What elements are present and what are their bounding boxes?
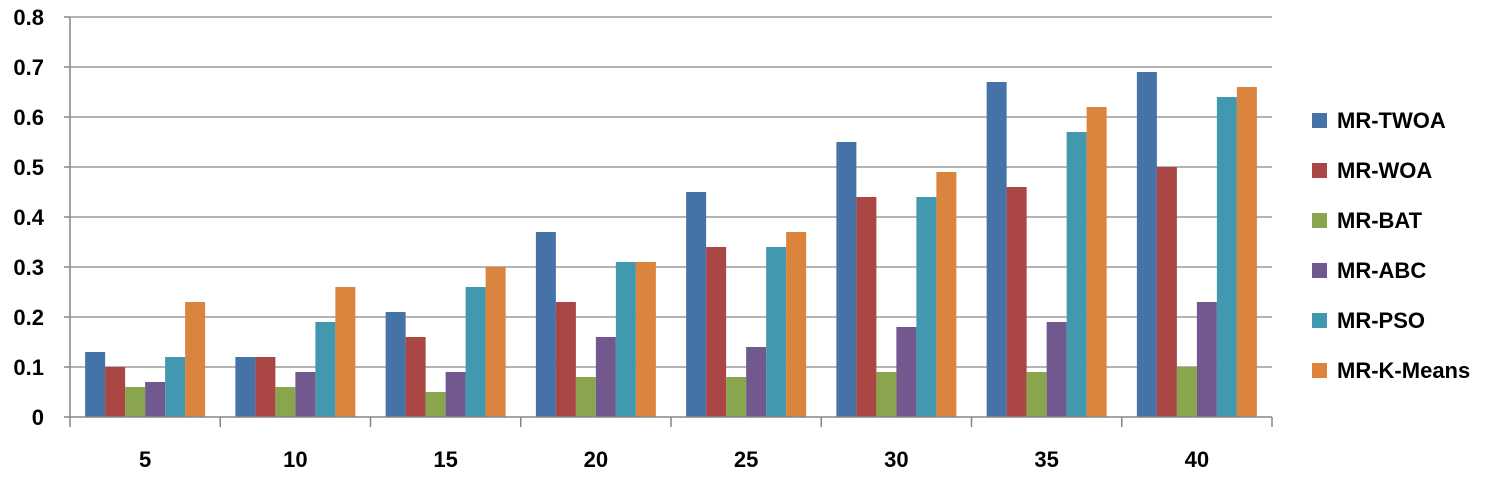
bar-mr-abc-10 xyxy=(295,372,316,417)
bar-mr-woa-10 xyxy=(255,357,276,417)
bar-mr-woa-30 xyxy=(856,197,877,417)
legend-swatch xyxy=(1312,163,1327,178)
bar-mr-woa-35 xyxy=(1006,187,1027,417)
bar-mr-abc-5 xyxy=(145,382,166,417)
bar-mr-twoa-40 xyxy=(1136,72,1157,417)
bar-mr-k-means-40 xyxy=(1236,87,1257,417)
bar-mr-abc-30 xyxy=(896,327,917,417)
y-tick-labels: 0 0.1 0.2 0.3 0.4 0.5 0.6 0.7 0.8 xyxy=(13,5,44,430)
legend-swatch xyxy=(1312,113,1327,128)
x-tick-label: 5 xyxy=(139,447,151,472)
y-tick-label: 0.4 xyxy=(13,205,44,230)
bar-mr-woa-15 xyxy=(405,337,426,417)
bar-mr-pso-35 xyxy=(1066,132,1087,417)
bar-mr-abc-20 xyxy=(595,337,616,417)
bar-mr-woa-20 xyxy=(555,302,576,417)
bar-mr-bat-30 xyxy=(876,372,897,417)
legend: MR-TWOA MR-WOA MR-BAT MR-ABC MR-PSO MR-K-Mean… xyxy=(1312,108,1470,383)
legend-label: MR-PSO xyxy=(1337,308,1425,333)
bar-mr-twoa-10 xyxy=(235,357,256,417)
bar-mr-twoa-5 xyxy=(85,352,106,417)
bar-mr-bat-10 xyxy=(275,387,296,417)
bar-mr-twoa-15 xyxy=(385,312,406,417)
bar-mr-pso-15 xyxy=(465,287,486,417)
bar-mr-k-means-30 xyxy=(936,172,957,417)
bar-mr-pso-20 xyxy=(615,262,636,417)
y-tick-label: 0.1 xyxy=(13,355,44,380)
bars xyxy=(85,72,1257,417)
bar-mr-twoa-30 xyxy=(836,142,857,417)
y-tick-label: 0.8 xyxy=(13,5,44,30)
bar-mr-k-means-20 xyxy=(635,262,656,417)
bar-mr-bat-5 xyxy=(125,387,146,417)
bar-mr-bat-25 xyxy=(726,377,747,417)
bar-mr-twoa-20 xyxy=(535,232,556,417)
x-tick-label: 40 xyxy=(1185,447,1209,472)
y-tick-label: 0.3 xyxy=(13,255,44,280)
legend-label: MR-ABC xyxy=(1337,258,1426,283)
y-tick-label: 0.5 xyxy=(13,155,44,180)
bar-mr-abc-40 xyxy=(1196,302,1217,417)
bar-mr-k-means-35 xyxy=(1086,107,1107,417)
x-tick-label: 25 xyxy=(734,447,758,472)
legend-label: MR-BAT xyxy=(1337,208,1423,233)
bar-mr-k-means-10 xyxy=(335,287,356,417)
bar-mr-bat-15 xyxy=(425,392,446,417)
legend-label: MR-TWOA xyxy=(1337,108,1446,133)
x-tick-label: 35 xyxy=(1034,447,1058,472)
bar-mr-pso-25 xyxy=(766,247,787,417)
bar-mr-woa-40 xyxy=(1156,167,1177,417)
y-tick-label: 0.6 xyxy=(13,105,44,130)
legend-swatch xyxy=(1312,363,1327,378)
y-tick-label: 0 xyxy=(32,405,44,430)
bar-mr-k-means-15 xyxy=(485,267,506,417)
bar-mr-bat-40 xyxy=(1176,367,1197,417)
bar-mr-woa-25 xyxy=(706,247,727,417)
legend-swatch xyxy=(1312,263,1327,278)
bar-mr-k-means-5 xyxy=(185,302,206,417)
bar-mr-abc-25 xyxy=(746,347,767,417)
legend-label: MR-WOA xyxy=(1337,158,1432,183)
y-tick-label: 0.7 xyxy=(13,55,44,80)
bar-mr-twoa-35 xyxy=(986,82,1007,417)
x-tick-label: 15 xyxy=(433,447,457,472)
legend-swatch xyxy=(1312,313,1327,328)
bar-mr-twoa-25 xyxy=(686,192,707,417)
x-tick-label: 30 xyxy=(884,447,908,472)
bar-mr-pso-40 xyxy=(1216,97,1237,417)
bar-mr-pso-30 xyxy=(916,197,937,417)
legend-swatch xyxy=(1312,213,1327,228)
x-tick-label: 20 xyxy=(584,447,608,472)
bar-mr-pso-5 xyxy=(165,357,186,417)
x-tick-labels: 5 10 15 20 25 30 35 40 xyxy=(69,417,1273,472)
bar-mr-bat-35 xyxy=(1026,372,1047,417)
bar-mr-abc-15 xyxy=(445,372,466,417)
bar-mr-bat-20 xyxy=(575,377,596,417)
legend-label: MR-K-Means xyxy=(1337,358,1470,383)
y-tick-label: 0.2 xyxy=(13,305,44,330)
bar-mr-abc-35 xyxy=(1046,322,1067,417)
bar-mr-woa-5 xyxy=(105,367,126,417)
bar-mr-k-means-25 xyxy=(786,232,807,417)
x-tick-label: 10 xyxy=(283,447,307,472)
bar-mr-pso-10 xyxy=(315,322,336,417)
